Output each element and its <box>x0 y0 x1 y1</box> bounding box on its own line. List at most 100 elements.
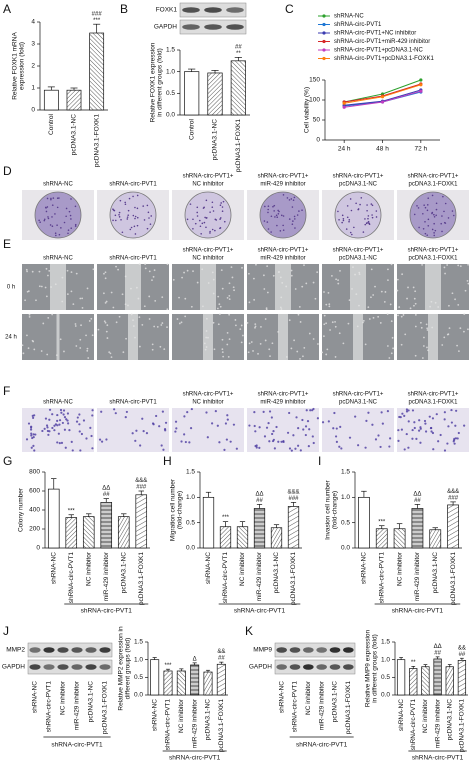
legend-label: shRNA-NC <box>334 14 364 20</box>
colony <box>205 199 208 202</box>
cell <box>260 325 262 328</box>
cell <box>205 346 208 348</box>
cell <box>159 345 162 348</box>
cell <box>151 343 154 346</box>
cell <box>267 422 270 425</box>
cell <box>232 423 236 426</box>
cell <box>428 415 431 418</box>
cell <box>358 271 361 274</box>
series-line <box>344 79 422 103</box>
x-tick-label: pcDNA3.1-NC <box>273 552 280 593</box>
cell <box>439 433 442 437</box>
blot-band <box>204 7 222 13</box>
colony <box>124 203 127 206</box>
cell <box>403 414 406 417</box>
cell <box>63 350 65 353</box>
colony <box>426 234 429 236</box>
colony <box>263 220 266 222</box>
colony <box>132 214 135 217</box>
cell <box>448 327 451 330</box>
colony <box>196 215 199 217</box>
cell <box>413 304 415 307</box>
x-tick-label: pcDNA3.1-NC <box>212 119 219 160</box>
cell <box>142 430 145 433</box>
colony <box>291 206 294 208</box>
cell <box>437 440 440 443</box>
blot-band <box>316 664 327 670</box>
cell <box>290 449 293 452</box>
cell <box>262 274 265 277</box>
cell <box>61 276 64 279</box>
cell <box>457 303 460 306</box>
column-label: shRNA-circ-PVT1 <box>109 256 157 262</box>
significance-mark: ## <box>414 498 421 504</box>
x-tick-label: shRNA-circ-PVT1 <box>68 552 75 604</box>
colony <box>291 223 294 226</box>
colony <box>199 225 202 228</box>
colony <box>431 194 434 197</box>
cell <box>316 417 319 420</box>
cell <box>268 348 271 351</box>
cell <box>413 421 416 424</box>
y-axis-label: Colony number <box>18 487 25 532</box>
bar <box>445 666 454 696</box>
colony <box>46 206 49 208</box>
cell <box>85 437 88 440</box>
cell <box>299 449 302 452</box>
cell <box>430 430 433 433</box>
blot-strip <box>274 659 356 675</box>
row-label: 24 h <box>5 335 17 341</box>
y-tick-label: 2 <box>31 63 35 70</box>
colony <box>350 209 353 212</box>
cell <box>211 271 214 274</box>
cell <box>59 338 62 341</box>
cell <box>47 274 49 277</box>
cell <box>414 290 417 293</box>
cell <box>431 326 434 329</box>
colony <box>426 204 429 206</box>
cell <box>400 428 403 431</box>
y-tick-label: 0 <box>31 107 35 114</box>
cell <box>422 345 425 347</box>
cell <box>412 286 415 289</box>
cell <box>266 265 269 268</box>
x-tick-label: miR-429 inhibitor <box>191 698 198 748</box>
colony <box>219 217 222 219</box>
point <box>419 89 423 93</box>
cell <box>232 286 235 289</box>
wound-gap <box>56 314 60 360</box>
colony <box>277 212 280 215</box>
cell <box>81 297 84 300</box>
colony <box>127 209 130 212</box>
colony <box>39 221 41 224</box>
cell <box>53 429 56 432</box>
cell <box>90 317 93 320</box>
cell <box>227 355 230 358</box>
cell <box>423 336 425 339</box>
cell <box>192 270 194 273</box>
colony <box>371 216 374 219</box>
cell <box>207 282 210 284</box>
cell <box>443 336 446 339</box>
lane-label: pcDNA3.1-FOXK1 <box>345 681 352 734</box>
y-tick-label: 0 <box>316 137 320 144</box>
colony <box>441 230 443 233</box>
y-tick-label: 0.0 <box>341 545 350 552</box>
cell <box>104 277 107 280</box>
colony <box>214 229 216 232</box>
transwell-photo <box>97 408 169 452</box>
colony <box>371 204 374 207</box>
cell <box>352 266 354 268</box>
colony <box>288 199 291 201</box>
cell <box>390 320 393 323</box>
cell <box>255 263 257 266</box>
bar <box>393 528 406 549</box>
cell <box>263 435 267 438</box>
cell <box>105 330 108 333</box>
blot-label: FOXK1 <box>156 7 178 14</box>
cell <box>272 438 275 441</box>
lane-label: miR-429 inhibitor <box>318 680 325 730</box>
colony <box>74 225 77 227</box>
blot-band <box>343 647 354 653</box>
